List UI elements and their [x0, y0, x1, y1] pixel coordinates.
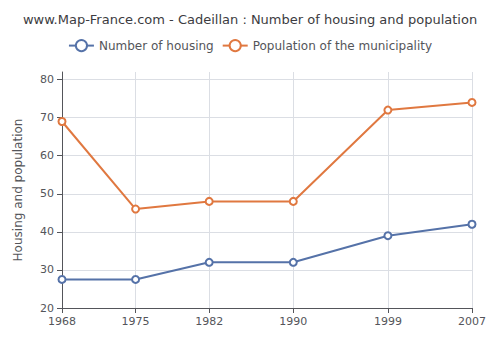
svg-text:Population of the municipality: Population of the municipality: [253, 39, 432, 53]
svg-text:Number of housing: Number of housing: [99, 39, 214, 53]
svg-text:1975: 1975: [122, 315, 150, 328]
svg-text:www.Map-France.com - Cadeillan: www.Map-France.com - Cadeillan : Number …: [23, 12, 477, 27]
svg-text:1982: 1982: [195, 315, 223, 328]
svg-text:70: 70: [40, 111, 54, 124]
svg-text:30: 30: [40, 263, 54, 276]
svg-text:1990: 1990: [279, 315, 307, 328]
svg-text:50: 50: [40, 187, 54, 200]
svg-text:1968: 1968: [48, 315, 76, 328]
svg-text:2007: 2007: [458, 315, 486, 328]
svg-text:40: 40: [40, 225, 54, 238]
svg-text:60: 60: [40, 149, 54, 162]
svg-text:20: 20: [40, 302, 54, 315]
svg-text:1999: 1999: [374, 315, 402, 328]
svg-text:80: 80: [40, 73, 54, 86]
svg-text:Housing and population: Housing and population: [11, 119, 25, 262]
